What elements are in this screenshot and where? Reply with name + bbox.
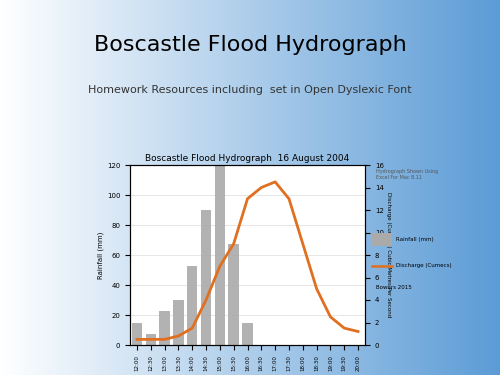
Y-axis label: Rainfall (mm): Rainfall (mm) <box>98 231 104 279</box>
Text: Rainfall (mm): Rainfall (mm) <box>396 237 434 242</box>
Text: Bowers 2015: Bowers 2015 <box>376 285 411 290</box>
Text: Hydrograph Shown Using
Excel For Mac 8.11: Hydrograph Shown Using Excel For Mac 8.1… <box>376 169 438 180</box>
Bar <box>242 322 252 345</box>
Bar <box>201 210 211 345</box>
Y-axis label: Discharge (Cumecs) Cubic Metres Per Second: Discharge (Cumecs) Cubic Metres Per Seco… <box>386 192 392 318</box>
Bar <box>173 300 184 345</box>
Bar <box>372 233 392 246</box>
Text: Homework Resources including  set in Open Dyslexic Font: Homework Resources including set in Open… <box>88 85 412 95</box>
Text: Boscastle Flood Hydrograph: Boscastle Flood Hydrograph <box>94 35 406 55</box>
Title: Boscastle Flood Hydrograph  16 August 2004: Boscastle Flood Hydrograph 16 August 200… <box>146 154 350 163</box>
Bar <box>160 311 170 345</box>
Bar <box>187 266 198 345</box>
Text: Discharge (Cumecs): Discharge (Cumecs) <box>396 263 452 268</box>
Bar <box>132 322 142 345</box>
Bar <box>228 244 239 345</box>
Bar <box>214 165 225 345</box>
Bar <box>146 334 156 345</box>
